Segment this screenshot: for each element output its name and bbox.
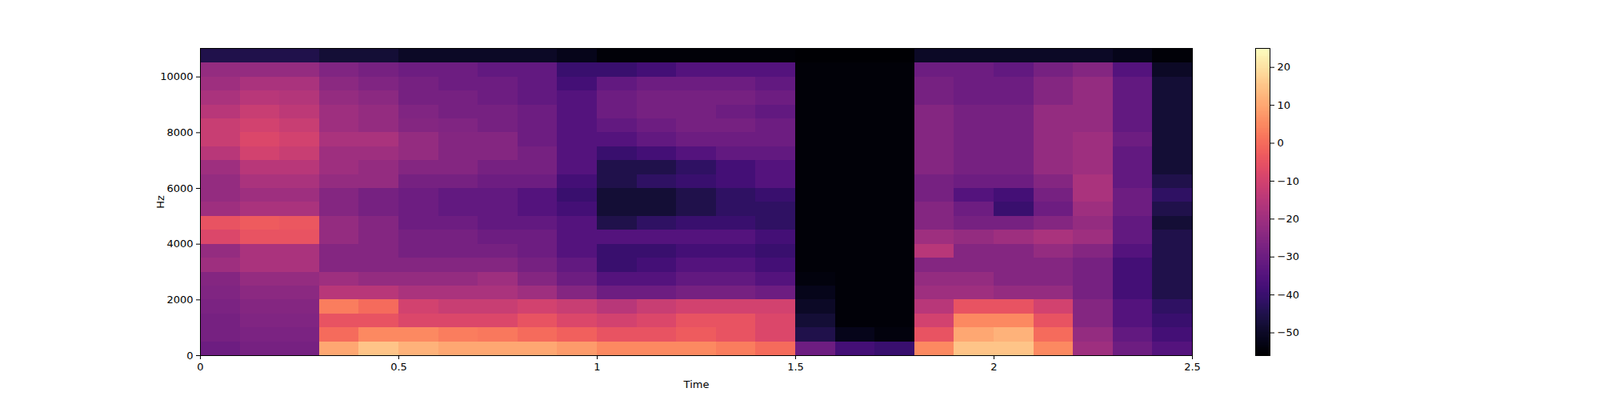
svg-text:−50: −50 [1277, 326, 1300, 339]
svg-text:2000: 2000 [166, 293, 193, 306]
svg-text:0: 0 [1277, 136, 1284, 149]
svg-text:0: 0 [196, 360, 204, 373]
svg-text:20: 20 [1277, 60, 1292, 73]
svg-text:10: 10 [1277, 99, 1292, 112]
svg-text:−10: −10 [1277, 175, 1300, 188]
svg-text:−20: −20 [1277, 212, 1300, 225]
svg-text:2: 2 [990, 360, 997, 373]
svg-text:0: 0 [186, 349, 193, 362]
svg-text:2.5: 2.5 [1184, 360, 1201, 373]
svg-text:4000: 4000 [166, 237, 193, 250]
svg-text:1: 1 [593, 360, 600, 373]
svg-text:6000: 6000 [166, 182, 193, 195]
svg-text:Time: Time [683, 378, 710, 391]
svg-text:Hz: Hz [154, 195, 167, 209]
svg-text:−30: −30 [1277, 250, 1300, 263]
svg-text:10000: 10000 [160, 70, 193, 83]
svg-text:−40: −40 [1277, 288, 1300, 301]
svg-text:1.5: 1.5 [787, 360, 804, 373]
svg-text:0.5: 0.5 [390, 360, 408, 373]
svg-text:8000: 8000 [166, 126, 193, 139]
